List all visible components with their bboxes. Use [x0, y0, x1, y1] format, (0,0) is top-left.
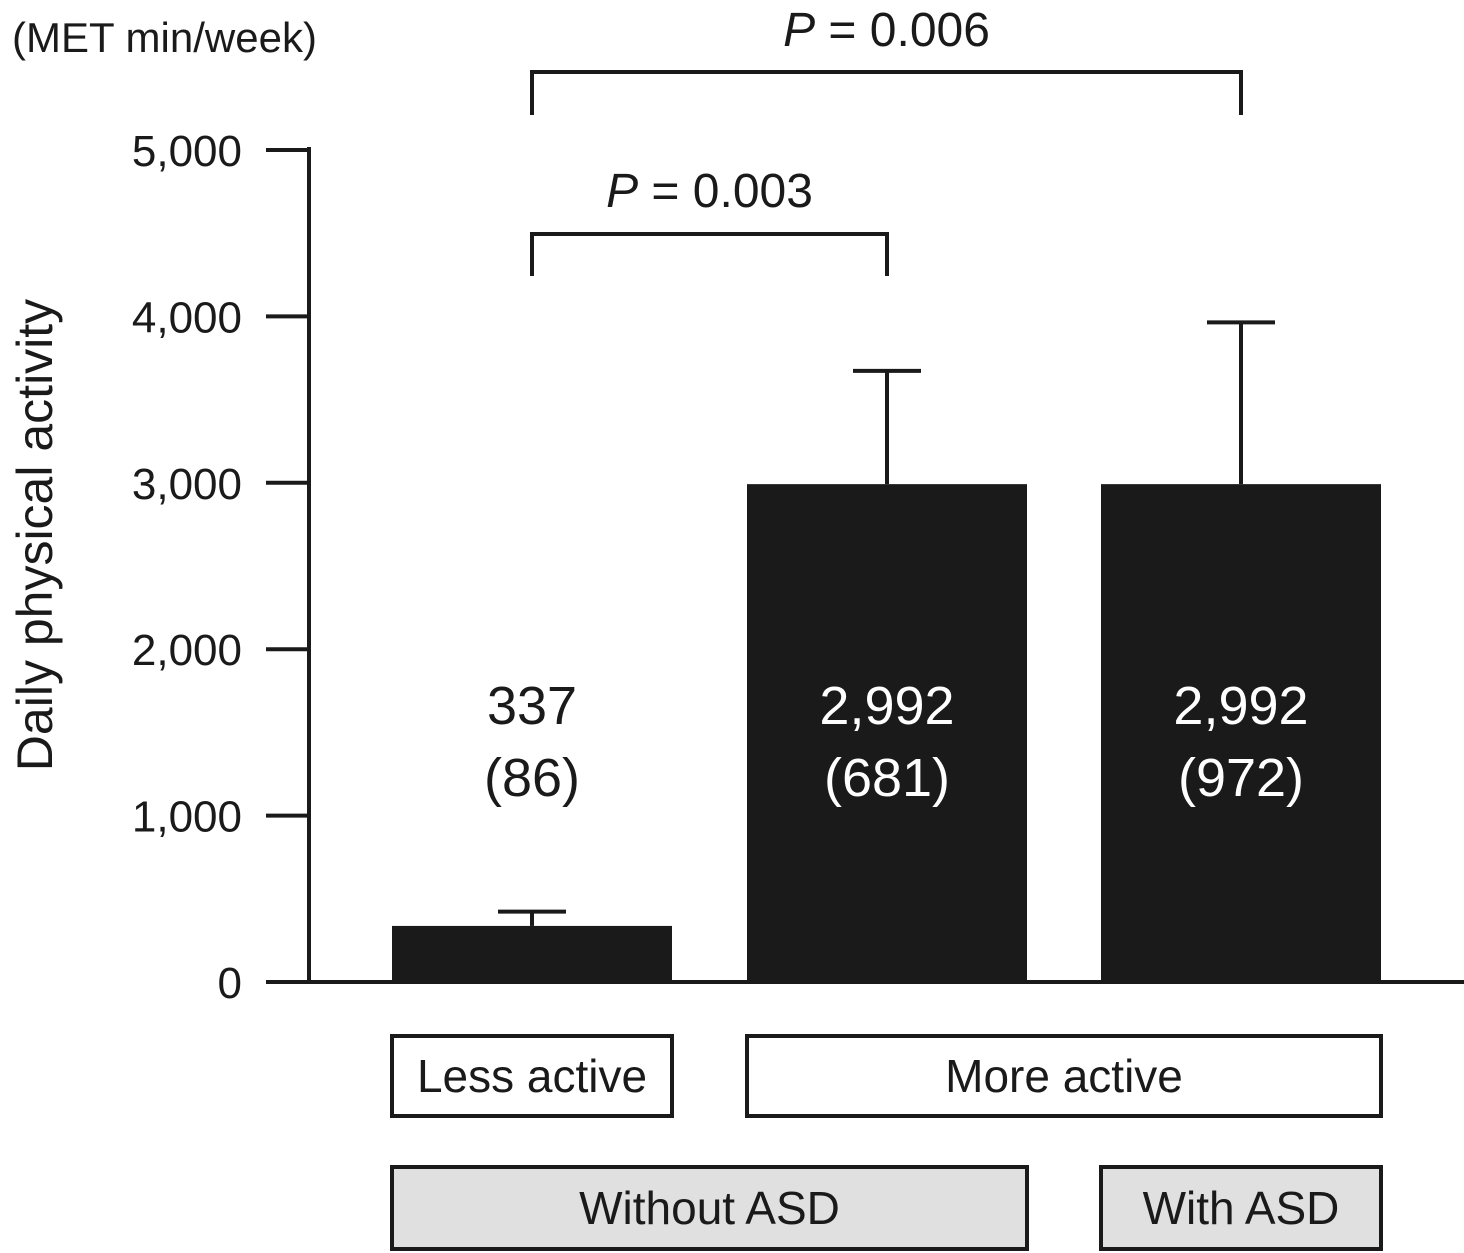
bar-value-label: 2,992 — [1173, 676, 1308, 736]
activity-group-label: More active — [745, 1034, 1383, 1118]
y-tick-label: 1,000 — [132, 793, 242, 842]
bar-error-label: (86) — [484, 748, 580, 808]
y-tick-label: 0 — [218, 959, 242, 1008]
bar — [1101, 484, 1381, 982]
bar-value-label: 337 — [487, 676, 577, 736]
bar-error-label: (972) — [1178, 748, 1304, 808]
y-unit-label: (MET min/week) — [12, 14, 317, 61]
y-tick-label: 3,000 — [132, 460, 242, 509]
bar-value-label: 2,992 — [819, 676, 954, 736]
activity-group-label: Less active — [390, 1034, 674, 1118]
bar — [747, 484, 1027, 982]
asd-group-label: With ASD — [1099, 1165, 1383, 1251]
p-value-label: P = 0.003 — [606, 165, 813, 218]
significance-bracket — [530, 232, 889, 276]
asd-group-label: Without ASD — [390, 1165, 1029, 1251]
y-tick-label: 5,000 — [132, 127, 242, 176]
y-tick-label: 2,000 — [132, 626, 242, 675]
bar — [392, 925, 672, 982]
p-value-label: P = 0.006 — [783, 4, 990, 57]
y-axis-title: Daily physical activity — [7, 299, 63, 771]
bar-error-label: (681) — [824, 748, 950, 808]
significance-bracket — [530, 70, 1243, 115]
y-tick-label: 4,000 — [132, 293, 242, 342]
